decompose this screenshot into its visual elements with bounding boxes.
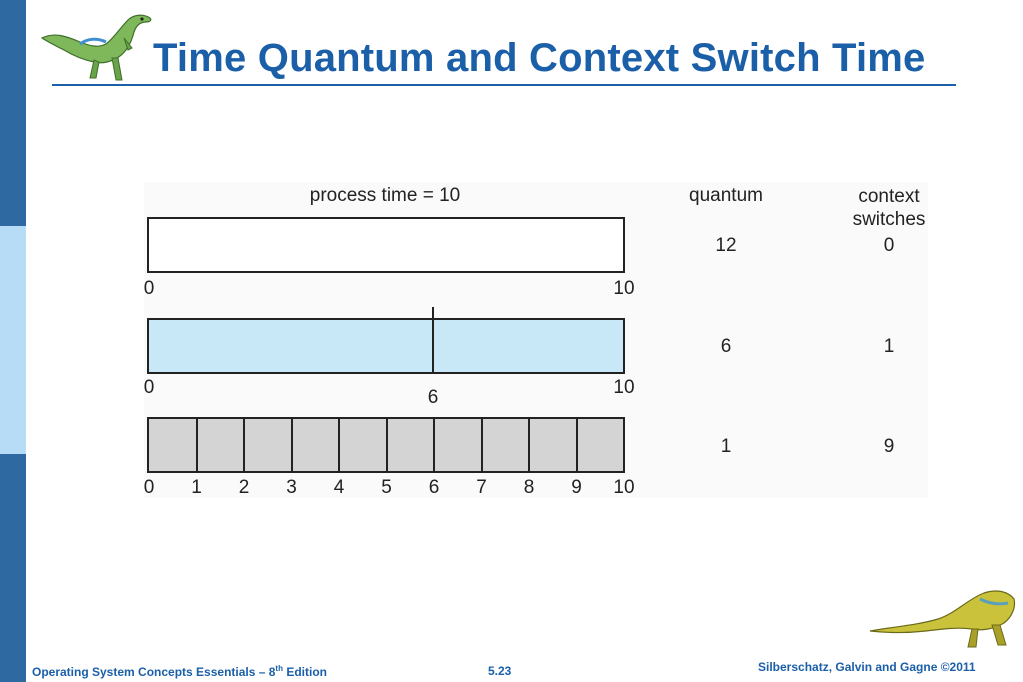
footer-book-title: Operating System Concepts Essentials – 8… [32,664,327,679]
tick-label: 9 [571,477,582,498]
tick-label: 4 [333,477,345,498]
footer-authors: Silberschatz, Galvin and Gagne ©2011 [758,660,976,674]
dinosaur-logo-icon [869,590,1016,648]
context-switch-value: 1 [883,336,895,357]
timeline-bar-quantum-12 [147,217,625,273]
sidebar-bottom-band [0,454,26,682]
tick-label: 0 [143,377,155,398]
tick-label: 10 [613,377,635,398]
tick-label: 8 [523,477,535,498]
quantum-divider [432,307,434,374]
sidebar-top-band [0,0,26,226]
context-header-line1: context [858,186,920,207]
tick-label: 7 [476,477,487,498]
tick-label: 10 [613,278,635,299]
dinosaur-logo-icon [40,14,152,81]
tick-label: 2 [238,477,250,498]
process-time-header: process time = 10 [309,185,461,206]
quantum-divider [338,417,340,473]
slide-title: Time Quantum and Context Switch Time [153,36,926,80]
divider-label: 6 [427,387,439,408]
footer-page-number: 5.23 [488,664,512,678]
sidebar-middle-band [0,226,26,454]
context-switch-value: 9 [883,436,895,457]
quantum-divider [195,417,198,473]
quantum-divider [243,417,245,473]
tick-label: 0 [143,477,155,498]
quantum-value: 1 [720,436,732,457]
title-underline [52,84,956,86]
tick-label: 3 [286,477,297,498]
quantum-divider [290,417,293,473]
quantum-divider [528,417,530,473]
quantum-divider [385,417,388,473]
quantum-header: quantum [689,185,763,206]
tick-label: 5 [381,477,392,498]
context-switch-value: 0 [883,235,895,256]
quantum-divider [433,417,435,473]
tick-label: 6 [428,477,440,498]
tick-label: 10 [613,477,635,498]
quantum-divider [480,417,483,473]
quantum-divider [575,417,578,473]
context-header-line2: switches [852,208,926,230]
timeline-bar-quantum-6 [147,318,625,374]
quantum-value: 6 [720,336,732,357]
tick-label: 1 [191,477,202,498]
quantum-value: 12 [715,235,737,256]
context-switches-header: context switches [853,186,926,232]
tick-label: 0 [143,278,155,299]
